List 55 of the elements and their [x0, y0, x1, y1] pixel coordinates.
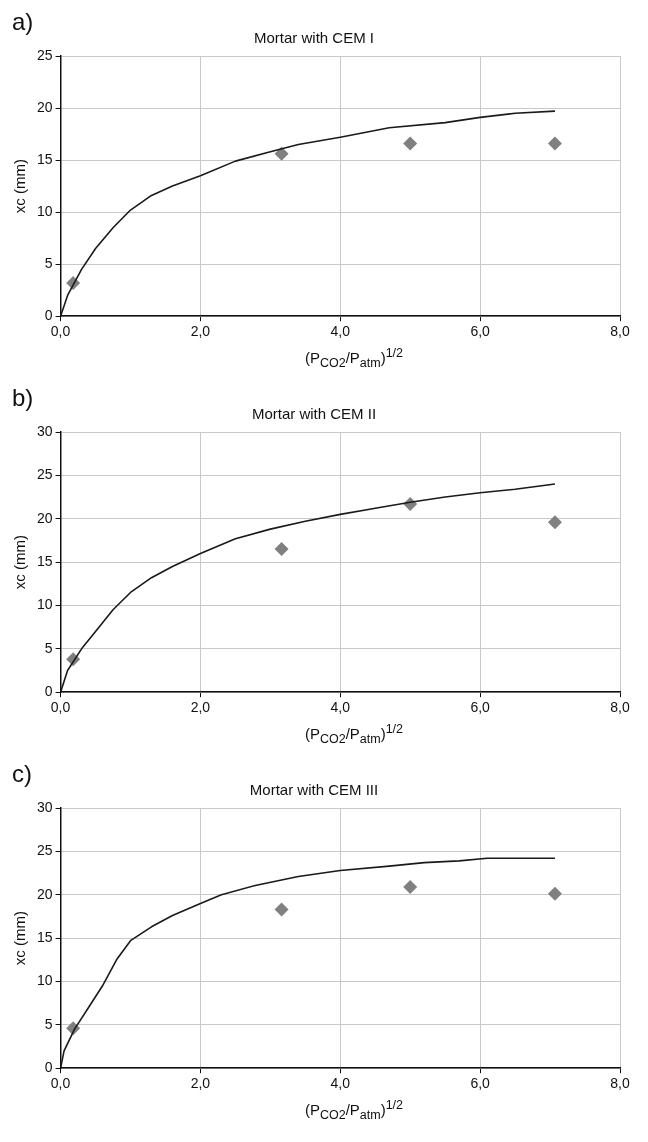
y-tick-label: 20	[36, 509, 53, 526]
x-tick-label: 0,0	[50, 1075, 71, 1092]
x-tick-label: 4,0	[330, 699, 351, 716]
point	[274, 542, 289, 557]
y-tick-label: 5	[44, 1015, 53, 1032]
x-tick-label: 4,0	[330, 323, 351, 340]
y-tick-label: 30	[36, 798, 53, 815]
y-axis-title: xc (mm)	[11, 535, 29, 590]
y-tick-label: 10	[36, 202, 53, 219]
point	[274, 902, 289, 917]
point	[547, 515, 562, 530]
x-tick-label: 6,0	[470, 699, 491, 716]
y-tick-label: 0	[44, 683, 53, 700]
y-tick-label: 5	[44, 255, 53, 272]
y-tick-label: 15	[36, 150, 53, 167]
y-tick-label: 0	[44, 1059, 53, 1076]
chart-title: Mortar with CEM III	[249, 781, 379, 799]
x-tick-label: 0,0	[50, 323, 71, 340]
x-tick-label: 2,0	[190, 323, 211, 340]
chart-title: Mortar with CEM I	[253, 29, 375, 47]
x-axis-title: (P$_{CO2}$/P$_{atm}$)$^{1/2}$	[303, 1098, 405, 1122]
text: c)	[12, 760, 32, 788]
point	[403, 879, 418, 894]
x-tick-label: 2,0	[190, 699, 211, 716]
y-tick-label: 15	[36, 552, 53, 569]
y-tick-label: 10	[36, 972, 53, 989]
x-tick-label: 8,0	[610, 1075, 630, 1092]
point	[403, 136, 418, 151]
y-tick-label: 20	[36, 885, 53, 902]
y-tick-label: 25	[36, 842, 53, 859]
y-tick-label: 30	[36, 422, 53, 439]
point	[547, 886, 562, 901]
y-tick-label: 15	[36, 928, 53, 945]
point	[274, 146, 289, 161]
chart-title: Mortar with CEM II	[251, 405, 377, 423]
text: a)	[12, 8, 34, 36]
x-axis-title: (P$_{CO2}$/P$_{atm}$)$^{1/2}$	[303, 346, 405, 370]
y-tick-label: 20	[36, 98, 53, 115]
y-tick-label: 5	[44, 639, 53, 656]
y-tick-label: 10	[36, 596, 53, 613]
y-tick-label: 25	[36, 466, 53, 483]
x-tick-label: 6,0	[470, 323, 491, 340]
point	[547, 136, 562, 151]
text: b)	[12, 384, 34, 412]
x-tick-label: 0,0	[50, 699, 71, 716]
x-tick-label: 4,0	[330, 1075, 351, 1092]
x-tick-label: 2,0	[190, 1075, 211, 1092]
y-tick-label: 0	[44, 307, 53, 324]
x-tick-label: 8,0	[610, 323, 630, 340]
y-axis-title: xc (mm)	[11, 159, 29, 214]
y-tick-label: 25	[36, 46, 53, 63]
y-axis-title: xc (mm)	[11, 911, 29, 966]
x-tick-label: 6,0	[470, 1075, 491, 1092]
x-tick-label: 8,0	[610, 699, 630, 716]
x-axis-title: (P$_{CO2}$/P$_{atm}$)$^{1/2}$	[303, 722, 405, 746]
